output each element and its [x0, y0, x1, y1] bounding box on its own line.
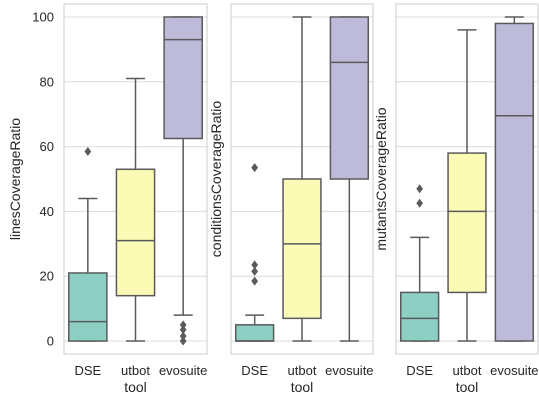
- y-tick-label: 40: [40, 204, 54, 219]
- box-iqr: [329, 16, 370, 180]
- box-iqr: [282, 178, 322, 320]
- x-axis-label: tool: [456, 379, 479, 395]
- box-utbot: [282, 16, 322, 342]
- box-iqr: [494, 22, 535, 342]
- box-iqr: [399, 291, 440, 342]
- y-axis-label: linesCoverageRatio: [7, 118, 23, 240]
- box-DSE: [68, 146, 108, 342]
- box-evosuite: [494, 16, 535, 342]
- outlier-point: [416, 198, 424, 208]
- outlier-point: [179, 320, 187, 330]
- panel-3: mutantsCoverageRatio DSE utbot evosuite tool: [373, 3, 539, 395]
- y-tick-label: 0: [47, 334, 54, 349]
- outlier-point: [179, 325, 187, 335]
- x-tick-label: DSE: [74, 363, 101, 378]
- box-iqr: [447, 152, 487, 294]
- x-tick-label: evosuite: [325, 363, 373, 378]
- x-tick-label: utbot: [453, 363, 482, 378]
- box-DSE: [399, 184, 440, 342]
- y-axis-label: mutantsCoverageRatio: [373, 107, 389, 250]
- box-utbot: [115, 77, 156, 342]
- outlier-point: [251, 276, 259, 286]
- outlier-point: [179, 336, 187, 346]
- x-tick-label: utbot: [288, 363, 317, 378]
- x-tick-label: evosuite: [490, 363, 538, 378]
- outlier-point: [84, 146, 92, 156]
- outlier-point: [251, 260, 259, 270]
- y-tick-label: 20: [40, 269, 54, 284]
- x-tick-label: DSE: [241, 363, 268, 378]
- y-tick-label: 60: [40, 139, 54, 154]
- x-tick-label: evosuite: [159, 363, 207, 378]
- panel-2: conditionsCoverageRatio DSE utbot evosuite t…: [208, 3, 374, 395]
- x-axis-label: tool: [291, 379, 314, 395]
- outlier-point: [251, 163, 259, 173]
- box-DSE: [234, 163, 275, 342]
- plot-frame: [395, 3, 539, 355]
- box-iqr: [163, 16, 203, 140]
- box-evosuite: [163, 16, 203, 346]
- outlier-point: [179, 331, 187, 341]
- panel-1: 0 20 40 60 80 100 linesCoverageRatio DSE utbot ev…: [7, 3, 208, 395]
- plot-frame: [63, 3, 208, 355]
- box-utbot: [447, 29, 487, 342]
- box-iqr: [115, 168, 156, 297]
- plot-frame: [230, 3, 374, 355]
- y-axis-label: conditionsCoverageRatio: [208, 101, 224, 258]
- box-evosuite: [329, 16, 370, 342]
- y-tick-label: 80: [40, 74, 54, 89]
- box-iqr: [68, 272, 108, 342]
- box-iqr: [234, 324, 275, 342]
- x-axis-label: tool: [124, 379, 147, 395]
- outlier-point: [251, 266, 259, 276]
- x-tick-label: DSE: [406, 363, 433, 378]
- x-tick-label: utbot: [121, 363, 150, 378]
- outlier-point: [416, 184, 424, 194]
- y-tick-label: 100: [32, 9, 54, 24]
